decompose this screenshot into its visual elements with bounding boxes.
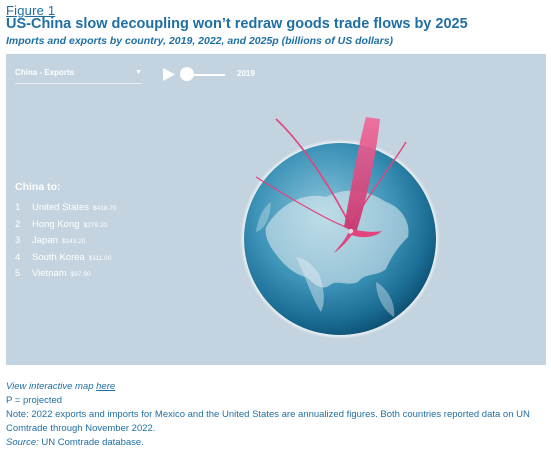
list-item-country: Vietnam bbox=[32, 268, 67, 279]
country-flow-select-value: China - Exports bbox=[15, 68, 75, 77]
list-item-value: $418.70 bbox=[93, 205, 117, 212]
figure-label: Figure 1 bbox=[6, 3, 56, 18]
destination-list: 1 United States $418.70 2 Hong Kong $279.20 … bbox=[15, 197, 117, 280]
year-label: 2019 bbox=[237, 69, 255, 78]
list-item-value: $97.90 bbox=[70, 271, 91, 278]
country-flow-select[interactable]: China - Exports ▼ bbox=[15, 66, 142, 84]
destination-list-heading: China to: bbox=[15, 181, 61, 193]
list-item: 2 Hong Kong $279.20 bbox=[15, 214, 117, 231]
list-item-country: United States bbox=[32, 202, 90, 213]
chevron-down-icon: ▼ bbox=[135, 69, 142, 76]
list-item-rank: 5 bbox=[15, 268, 21, 279]
year-slider-track[interactable] bbox=[180, 74, 225, 76]
source-text: UN Comtrade database. bbox=[38, 437, 144, 448]
list-item-country: Japan bbox=[32, 235, 58, 246]
list-item-value: $279.20 bbox=[83, 221, 108, 229]
list-item-rank: 2 bbox=[15, 218, 21, 230]
list-item: 1 United States $418.70 bbox=[15, 197, 117, 214]
list-item: 5 Vietnam $97.90 bbox=[15, 263, 117, 280]
figure-subtitle: Imports and exports by country, 2019, 20… bbox=[6, 35, 394, 47]
globe[interactable] bbox=[226, 107, 456, 347]
list-item-country: South Korea bbox=[32, 251, 85, 263]
list-item: 3 Japan $143.20 bbox=[15, 230, 117, 247]
figure-title: US-China slow decoupling won’t redraw go… bbox=[6, 16, 468, 32]
interactive-map-prefix: View interactive map bbox=[6, 381, 97, 392]
list-item-value: $111.00 bbox=[88, 254, 112, 262]
data-note: Note: 2022 exports and imports for Mexic… bbox=[6, 409, 530, 434]
list-item-value: $143.20 bbox=[61, 238, 86, 245]
play-icon[interactable] bbox=[163, 68, 175, 81]
interactive-map-note: View interactive map here bbox=[6, 380, 546, 394]
figure-notes: View interactive map here P = projected … bbox=[6, 380, 546, 450]
source-label: Source: bbox=[6, 437, 39, 448]
list-item: 4 South Korea $111.00 bbox=[15, 247, 117, 264]
year-slider-handle[interactable] bbox=[180, 67, 194, 81]
list-item-country: Hong Kong bbox=[32, 218, 80, 230]
list-item-rank: 4 bbox=[15, 251, 21, 263]
list-item-rank: 3 bbox=[15, 235, 21, 246]
interactive-map-link[interactable]: here bbox=[96, 381, 116, 392]
list-item-rank: 1 bbox=[15, 202, 21, 213]
interactive-map-panel[interactable]: China - Exports ▼ 2019 China to: 1 United… bbox=[6, 54, 546, 365]
source-note: Source: UN Comtrade database. bbox=[6, 436, 546, 450]
projected-note: P = projected bbox=[6, 395, 63, 406]
